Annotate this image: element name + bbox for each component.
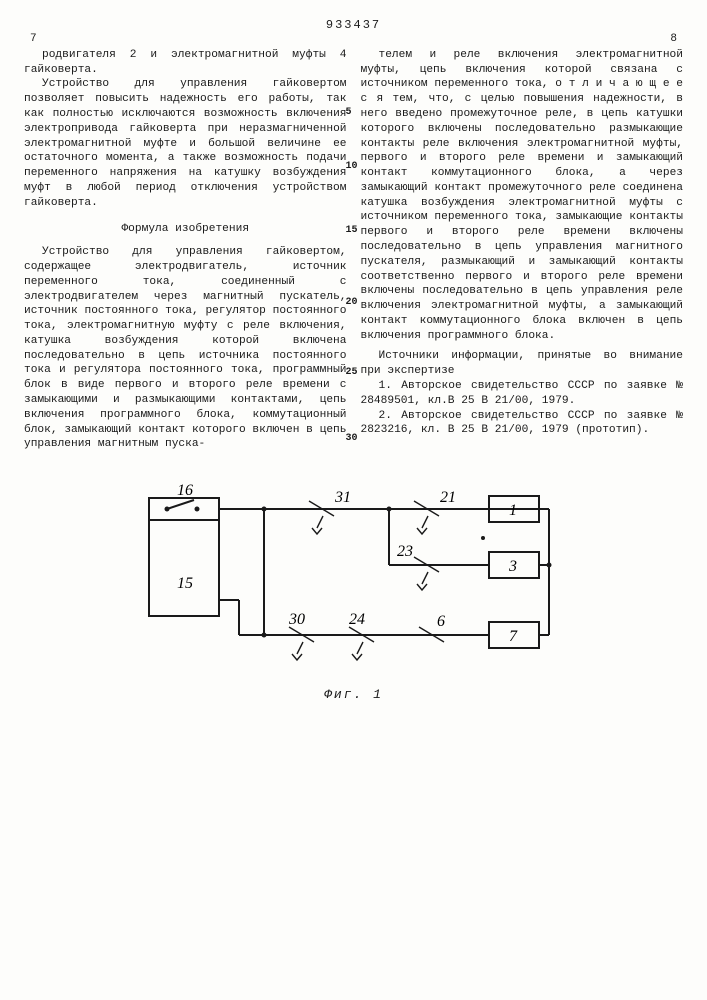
- line-marker: 10: [346, 160, 358, 173]
- paragraph: Устройство для управления гайковертом по…: [24, 77, 347, 210]
- node-label: 15: [177, 575, 193, 592]
- claims-heading: Формула изобретения: [24, 222, 347, 237]
- line-marker: 30: [346, 432, 358, 445]
- column-right: телем и реле включения электромагнитной …: [361, 48, 684, 452]
- figure-1: 16 15 31 21 1 23 3: [24, 480, 683, 680]
- two-column-layout: 7 8 5 10 15 20 25 30 родвигателя 2 и эле…: [24, 48, 683, 452]
- block-label: 1: [509, 502, 517, 519]
- node-label: 31: [334, 489, 351, 506]
- paragraph: Устройство для управления гайковертом, с…: [24, 245, 347, 452]
- source-item: 1. Авторское свидетельство СССР по заявк…: [361, 379, 684, 409]
- page-number-left: 7: [30, 32, 37, 47]
- figure-caption: Фиг. 1: [24, 686, 683, 703]
- line-marker: 15: [346, 224, 358, 237]
- line-marker: 20: [346, 296, 358, 309]
- line-marker: 25: [346, 366, 358, 379]
- node-label: 6: [437, 613, 445, 630]
- column-left: родвигателя 2 и электромагнитной муфты 4…: [24, 48, 347, 452]
- node-label: 24: [349, 611, 365, 628]
- node-label: 30: [288, 611, 305, 628]
- sources-heading: Источники информации, принятые во вниман…: [361, 349, 684, 379]
- line-marker: 5: [346, 106, 352, 119]
- page-number-right: 8: [670, 32, 677, 47]
- source-item: 2. Авторское свидетельство СССР по заявк…: [361, 409, 684, 439]
- paragraph: телем и реле включения электромагнитной …: [361, 48, 684, 344]
- block-label: 3: [508, 558, 517, 575]
- node-label: 21: [440, 489, 456, 506]
- patent-number: 933437: [24, 18, 683, 34]
- paragraph: родвигателя 2 и электромагнитной муфты 4…: [24, 48, 347, 78]
- circuit-diagram: 16 15 31 21 1 23 3: [139, 480, 569, 680]
- node-label: 16: [177, 482, 193, 499]
- node-label: 23: [397, 543, 413, 560]
- block-label: 7: [509, 628, 518, 645]
